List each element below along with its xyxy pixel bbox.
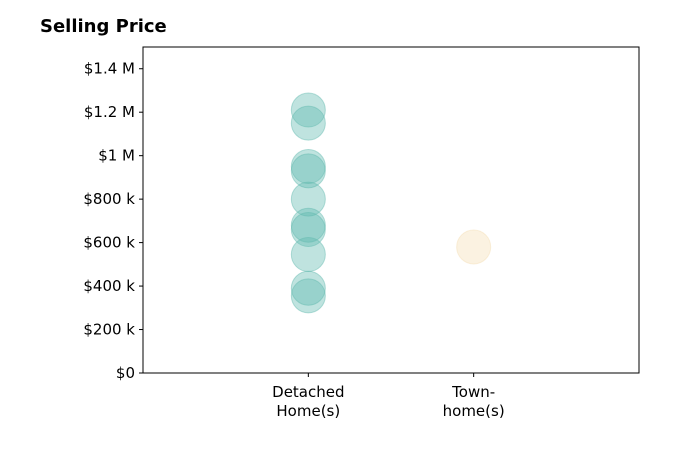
data-point (290, 237, 326, 273)
y-axis: $0 $200 k $400 k $600 k $800 k $1 M $1.2 M $1.4… (83, 60, 143, 382)
y-tick-label: $1 M (98, 147, 135, 165)
y-tick-label: $1.4 M (84, 60, 135, 78)
data-point (290, 92, 326, 128)
y-tick-label: $0 (116, 364, 135, 382)
data-point (290, 212, 326, 248)
x-tick-label: Home(s) (276, 402, 340, 420)
x-tick-label: Detached (272, 383, 344, 401)
data-point (290, 278, 326, 314)
x-tick-label: home(s) (443, 402, 505, 420)
data-point (290, 153, 326, 189)
y-tick-label: $1.2 M (84, 103, 135, 121)
y-tick-label: $200 k (83, 321, 135, 339)
y-tick-label: $400 k (83, 277, 135, 295)
data-point (290, 149, 326, 185)
data-point (290, 207, 326, 243)
x-tick-label: Town- (451, 383, 495, 401)
chart-title: Selling Price (40, 16, 167, 37)
y-tick-label: $800 k (83, 190, 135, 208)
data-point (290, 181, 326, 217)
plot-frame (142, 46, 640, 374)
y-tick-label: $600 k (83, 234, 135, 252)
data-point (456, 229, 492, 265)
data-points (290, 92, 492, 314)
data-point (290, 270, 326, 306)
data-point (290, 105, 326, 141)
